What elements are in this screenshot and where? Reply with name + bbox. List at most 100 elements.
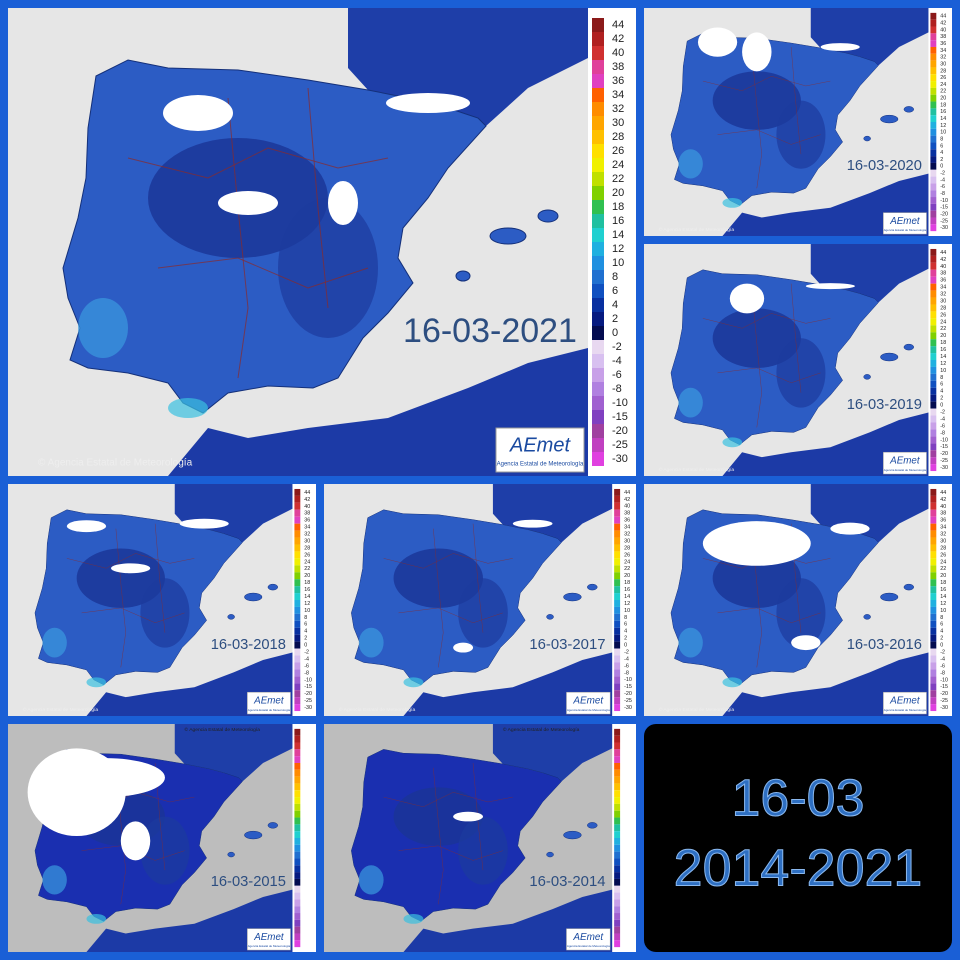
logo-name: AEmet (572, 696, 604, 707)
legend-label: -20 (304, 691, 312, 697)
legend-label: -10 (940, 677, 948, 683)
legend-swatch (930, 318, 937, 326)
legend-label: -20 (624, 691, 632, 697)
legend-label: 40 (624, 504, 630, 510)
logo-box (247, 928, 291, 951)
legend-swatch (930, 516, 937, 524)
legend-label: -6 (940, 423, 945, 429)
legend-label: 4 (624, 629, 627, 635)
credit: © Agencia Estatal de Meteorología (503, 726, 580, 733)
legend-swatch (294, 530, 301, 538)
legend-swatch (930, 606, 937, 614)
logo-name: AEmet (889, 456, 921, 467)
cold-area (458, 578, 508, 648)
legend-swatch (614, 600, 621, 607)
legend-label: 38 (624, 511, 630, 517)
legend-swatch (930, 509, 937, 517)
legend-label: 40 (940, 264, 946, 270)
legend-swatch (930, 641, 937, 649)
legend-swatch (930, 620, 937, 628)
cold-area (393, 787, 483, 846)
legend-label: 2 (612, 313, 618, 325)
legend-swatch (592, 382, 604, 396)
legend-label: 34 (940, 285, 946, 291)
legend-swatch (930, 634, 937, 642)
legend-swatch (930, 332, 937, 340)
legend-swatch (930, 311, 937, 319)
legend-label: -8 (624, 670, 629, 676)
legend-label: 30 (624, 538, 630, 544)
legend-label: 12 (940, 601, 946, 607)
legend-swatch (592, 186, 604, 200)
legend-label: 28 (624, 545, 630, 551)
legend-swatch (294, 810, 301, 818)
legend-label: 24 (304, 559, 310, 565)
legend-swatch (614, 769, 621, 777)
legend-label: 8 (940, 136, 943, 142)
legend-label: 0 (624, 643, 627, 649)
date-label: 16-03-2017 (529, 637, 605, 653)
legend-label: -15 (612, 411, 628, 423)
legend-label: 8 (304, 615, 307, 621)
legend-label: -25 (940, 458, 948, 464)
legend-swatch (614, 593, 621, 600)
legend-swatch (592, 200, 604, 214)
legend-swatch (294, 648, 301, 656)
legend-swatch (930, 156, 937, 163)
logo-caption: Agencia Estatal de Meteorología (884, 468, 927, 472)
legend-swatch (592, 270, 604, 284)
cold-area (393, 548, 483, 608)
legend-label: 36 (940, 41, 946, 47)
legend-label: 24 (940, 82, 946, 88)
date-label: 16-03-2020 (847, 158, 922, 174)
border (307, 87, 329, 309)
legend-label: -8 (304, 670, 309, 676)
legend-swatch (294, 783, 301, 791)
legend-swatch (930, 558, 937, 566)
legend-label: 16 (612, 215, 624, 227)
logo-name: AEmet (889, 696, 921, 707)
legend-label: 32 (624, 532, 630, 538)
snow (791, 635, 821, 651)
date-label: 16-03-2016 (847, 637, 922, 653)
legend-swatch (930, 593, 937, 600)
legend-label: 12 (304, 601, 310, 607)
legend-label: 24 (940, 559, 946, 565)
island (537, 209, 559, 223)
legend-swatch (592, 354, 604, 368)
legend-label: 10 (612, 257, 624, 269)
legend-swatch (294, 606, 301, 614)
legend-swatch (930, 290, 937, 298)
legend-label: 40 (940, 504, 946, 510)
island (267, 583, 278, 591)
legend-swatch (592, 256, 604, 270)
legend-swatch (614, 913, 621, 920)
cold-area (76, 548, 165, 608)
legend-swatch (294, 749, 301, 757)
snow (110, 563, 151, 574)
legend-swatch (592, 130, 604, 144)
legend-swatch (592, 46, 604, 60)
legend-swatch (294, 641, 301, 649)
legend-swatch (294, 655, 301, 663)
legend-swatch (930, 339, 937, 347)
legend-label: 20 (940, 333, 946, 339)
legend-swatch (592, 438, 604, 452)
date-label: 16-03-2021 (403, 312, 577, 350)
legend-swatch (930, 325, 937, 333)
snow (66, 520, 107, 533)
legend-swatch (294, 728, 301, 736)
legend-swatch (294, 669, 301, 677)
legend-label: 32 (940, 291, 946, 297)
legend-swatch (614, 858, 621, 866)
legend-swatch (294, 495, 301, 503)
legend-label: 36 (304, 518, 310, 524)
coast-warm (86, 677, 107, 688)
island (227, 614, 235, 620)
border (66, 553, 195, 569)
snow (120, 821, 151, 861)
legend-label: 6 (940, 622, 943, 628)
legend-label: 16 (304, 587, 310, 593)
coast-warm (678, 387, 703, 418)
legend-swatch (294, 516, 301, 524)
